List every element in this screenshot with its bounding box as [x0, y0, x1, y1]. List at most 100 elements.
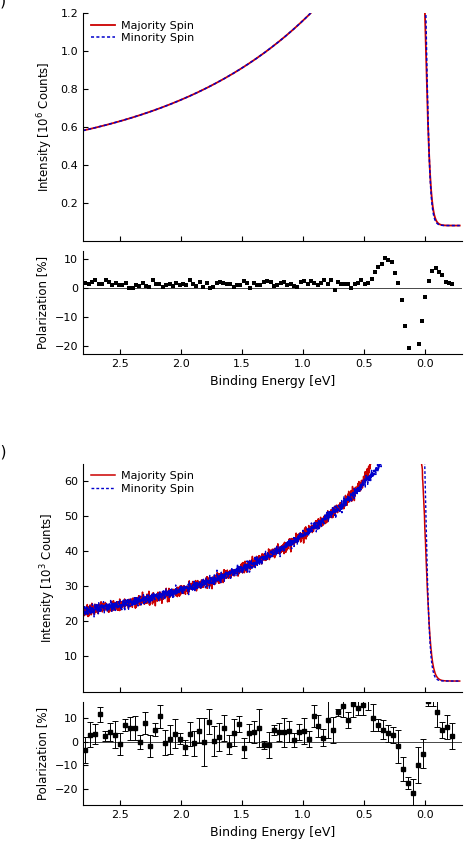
Point — [341, 278, 348, 291]
Point — [384, 253, 392, 267]
Point — [398, 293, 406, 307]
Point — [200, 279, 207, 293]
Point — [324, 277, 332, 291]
Minority Spin — [80, 125, 86, 135]
Point — [381, 251, 389, 265]
Point — [270, 279, 278, 292]
Majority Spin — [446, 676, 452, 686]
X-axis label: Binding Energy [eV]: Binding Energy [eV] — [210, 826, 335, 838]
Point — [310, 276, 318, 290]
Point — [246, 281, 254, 295]
Point — [179, 278, 187, 291]
Majority Spin — [391, 295, 397, 305]
Point — [230, 280, 237, 294]
Point — [425, 273, 433, 287]
Minority Spin — [377, 453, 383, 463]
Point — [428, 264, 436, 278]
Majority Spin — [457, 676, 463, 686]
Point — [260, 275, 268, 289]
Point — [257, 279, 264, 292]
Line: Minority Spin: Minority Spin — [83, 0, 460, 226]
Legend: Majority Spin, Minority Spin: Majority Spin, Minority Spin — [89, 469, 196, 497]
Minority Spin — [457, 221, 463, 231]
Point — [196, 275, 204, 289]
Point — [344, 277, 352, 291]
Text: (a): (a) — [0, 0, 7, 9]
Point — [392, 267, 399, 280]
Minority Spin — [446, 676, 452, 686]
Point — [408, 358, 416, 371]
Text: (b): (b) — [0, 444, 7, 459]
Point — [85, 277, 92, 291]
Point — [264, 274, 271, 288]
Point — [203, 277, 210, 291]
Point — [304, 277, 311, 291]
Point — [351, 278, 358, 291]
Point — [173, 276, 180, 290]
Point — [445, 276, 453, 290]
Y-axis label: Intensity [10$^6$ Counts]: Intensity [10$^6$ Counts] — [35, 61, 55, 192]
Point — [95, 278, 103, 291]
Point — [320, 273, 328, 287]
Legend: Majority Spin, Minority Spin: Majority Spin, Minority Spin — [89, 19, 196, 45]
Point — [368, 273, 375, 286]
Point — [267, 275, 274, 289]
Point — [182, 279, 190, 292]
Point — [105, 275, 113, 289]
Point — [418, 314, 426, 328]
Point — [250, 276, 257, 290]
Majority Spin — [100, 121, 105, 131]
Minority Spin — [457, 676, 463, 686]
Minority Spin — [410, 254, 416, 264]
Point — [331, 283, 338, 296]
Point — [395, 276, 402, 290]
Point — [152, 278, 160, 291]
Minority Spin — [100, 602, 105, 613]
Point — [115, 278, 123, 291]
Y-axis label: Intensity [10$^3$ Counts]: Intensity [10$^3$ Counts] — [39, 512, 58, 642]
Point — [297, 275, 305, 289]
Point — [273, 278, 281, 291]
Point — [415, 337, 422, 351]
Point — [186, 273, 193, 286]
Point — [223, 277, 230, 291]
Point — [99, 278, 106, 291]
Minority Spin — [263, 555, 269, 565]
Point — [155, 277, 163, 291]
Minority Spin — [100, 121, 105, 131]
Point — [347, 281, 355, 295]
Point — [294, 279, 301, 293]
Point — [122, 276, 129, 290]
Point — [307, 274, 315, 288]
Majority Spin — [446, 676, 452, 686]
Point — [146, 280, 153, 294]
Point — [337, 277, 345, 291]
Point — [88, 275, 96, 289]
Point — [118, 278, 126, 291]
Point — [388, 256, 396, 269]
Point — [291, 279, 298, 293]
Point — [314, 279, 321, 292]
Point — [334, 275, 342, 289]
Point — [243, 276, 251, 290]
Minority Spin — [80, 606, 86, 616]
Point — [422, 291, 429, 304]
Point — [371, 265, 379, 279]
Point — [358, 273, 365, 287]
Line: Majority Spin: Majority Spin — [83, 0, 460, 226]
Point — [365, 276, 372, 290]
Point — [354, 276, 362, 290]
Point — [227, 278, 234, 291]
Minority Spin — [446, 676, 452, 686]
X-axis label: Binding Energy [eV]: Binding Energy [eV] — [210, 375, 335, 388]
Point — [142, 279, 150, 293]
Y-axis label: Polarization [%]: Polarization [%] — [36, 707, 49, 800]
Point — [317, 276, 325, 290]
Point — [442, 275, 449, 289]
Majority Spin — [80, 601, 86, 611]
Point — [163, 279, 170, 292]
Point — [166, 277, 173, 291]
Point — [82, 276, 89, 290]
Point — [435, 266, 443, 279]
Majority Spin — [80, 125, 86, 135]
